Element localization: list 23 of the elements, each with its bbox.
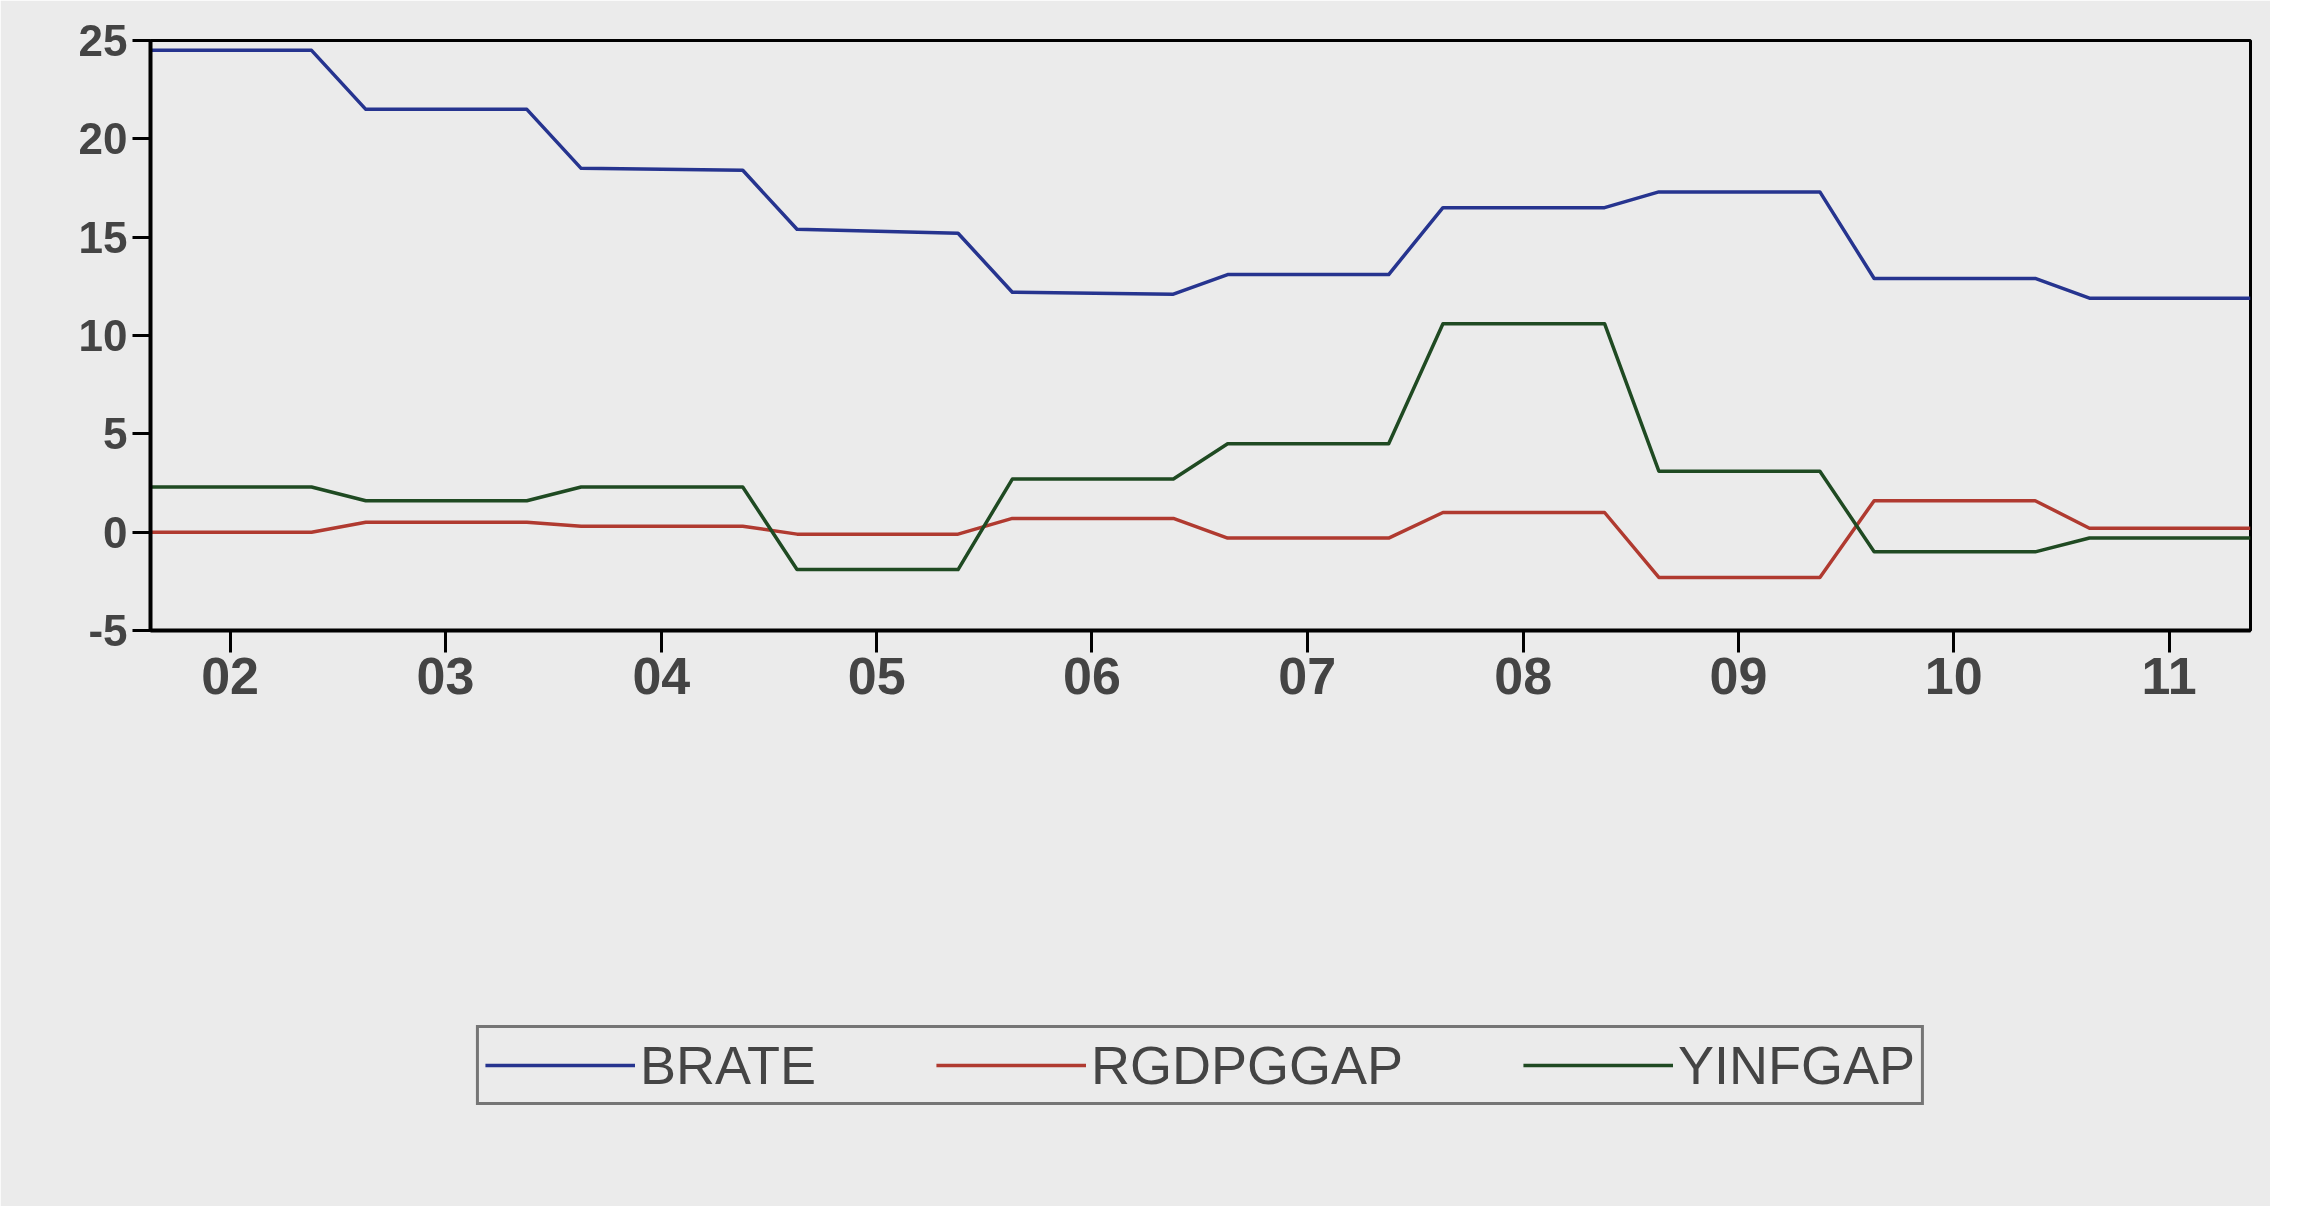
y-tick-label: 0 [103, 507, 128, 557]
y-tick-label: 5 [103, 409, 128, 459]
legend-label: BRATE [639, 1033, 816, 1096]
y-tick-label: 25 [78, 16, 128, 65]
x-tick-label: 04 [632, 646, 691, 705]
x-tick-label: 09 [1709, 646, 1768, 705]
x-tick-label: 08 [1494, 646, 1553, 705]
y-tick-label: 15 [78, 212, 128, 262]
x-tick-label: 06 [1063, 646, 1121, 705]
legend-label: RGDPGGAP [1090, 1033, 1404, 1096]
y-tick-label: 10 [78, 311, 128, 360]
x-tick-label: 05 [847, 646, 906, 705]
x-tick-label: 03 [416, 646, 475, 705]
line-series [150, 498, 2251, 580]
y-tick-label: -5 [88, 606, 128, 655]
x-tick-label: 07 [1278, 646, 1337, 705]
line-series [150, 48, 2251, 300]
y-tick-label: 20 [78, 114, 128, 164]
line-series [150, 321, 2251, 572]
x-tick-label: 02 [201, 646, 260, 705]
x-tick-label: 10 [1924, 646, 1983, 705]
x-tick-label: 11 [2141, 646, 2197, 705]
legend-label: YINFGAP [1678, 1033, 1916, 1096]
